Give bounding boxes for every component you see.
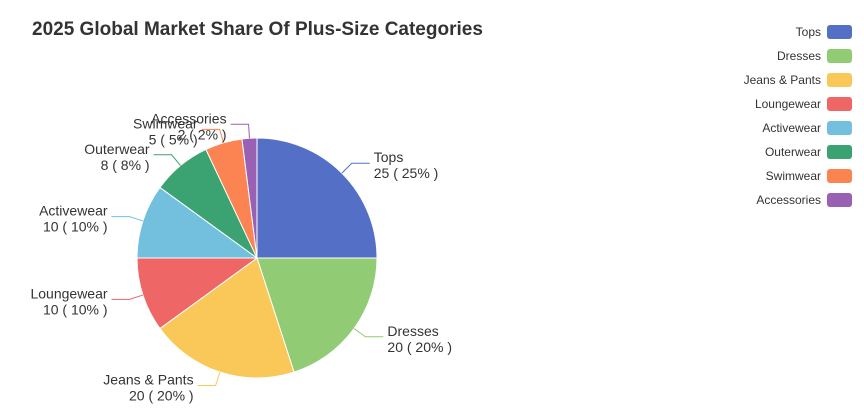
leader-line-dresses [353, 328, 384, 338]
legend-label: Loungewear [754, 97, 821, 111]
legend-label: Accessories [756, 193, 821, 207]
pie-slice-tops[interactable] [256, 137, 378, 259]
legend-item-loungewear[interactable]: Loungewear [744, 92, 852, 116]
legend-swatch [827, 49, 852, 63]
legend-swatch [827, 97, 852, 111]
legend-label: Dresses [776, 49, 821, 63]
legend-swatch [827, 145, 852, 159]
leader-line-activewear [111, 216, 144, 222]
slice-label-jeans-pants: Jeans & Pants 20 ( 20% ) [103, 371, 193, 403]
legend-swatch [827, 73, 852, 87]
legend-swatch [827, 169, 852, 183]
pie-slice-loungewear[interactable] [136, 257, 259, 330]
leader-line-loungewear [111, 294, 144, 300]
legend-swatch [827, 25, 852, 39]
legend-swatch [827, 193, 852, 207]
legend-label: Tops [795, 25, 821, 39]
leader-line-swimwear [201, 128, 225, 143]
pie-slice-dresses[interactable] [256, 257, 378, 373]
label-leader-lines [111, 123, 384, 386]
legend-swatch [827, 121, 852, 135]
legend-item-tops[interactable]: Tops [744, 20, 852, 44]
slice-label-activewear: Activewear 10 ( 10% ) [39, 203, 108, 235]
legend-label: Outerwear [764, 145, 821, 159]
legend-item-dresses[interactable]: Dresses [744, 44, 852, 68]
slice-labels: Tops 25 ( 25% ) Dresses 20 ( 20% ) Jeans & P… [30, 110, 452, 403]
legend-label: Activewear [762, 121, 821, 135]
chart-title: 2025 Global Market Share Of Plus-Size Ca… [32, 19, 483, 40]
legend-item-accessories[interactable]: Accessories [744, 188, 852, 212]
slice-label-dresses: Dresses 20 ( 20% ) [387, 323, 452, 355]
legend-label: Swimwear [765, 169, 821, 183]
slice-label-tops: Tops 25 ( 25% ) [374, 149, 439, 181]
leader-line-tops [341, 162, 370, 174]
legend-item-outerwear[interactable]: Outerwear [744, 140, 852, 164]
pie-slice-jeans-pants[interactable] [159, 257, 295, 379]
legend-label: Jeans & Pants [743, 73, 821, 87]
slice-label-swimwear: Swimwear 5 ( 5% ) [133, 115, 198, 147]
leader-line-jeans-pants [197, 371, 221, 386]
slice-label-outerwear: Outerwear 8 ( 8% ) [84, 141, 150, 173]
slice-label-loungewear: Loungewear 10 ( 10% ) [30, 285, 107, 317]
pie-slices [136, 137, 378, 379]
legend: Tops Dresses Jeans & Pants Loungewear Active… [744, 20, 852, 212]
legend-item-jeans-pants[interactable]: Jeans & Pants [744, 68, 852, 92]
leader-line-accessories [230, 123, 250, 139]
slice-label-accessories: Accessories 2 ( 2% ) [151, 110, 226, 142]
leader-line-outerwear [153, 154, 181, 166]
legend-item-swimwear[interactable]: Swimwear [744, 164, 852, 188]
legend-item-activewear[interactable]: Activewear [744, 116, 852, 140]
pie-slice-activewear[interactable] [136, 186, 259, 259]
